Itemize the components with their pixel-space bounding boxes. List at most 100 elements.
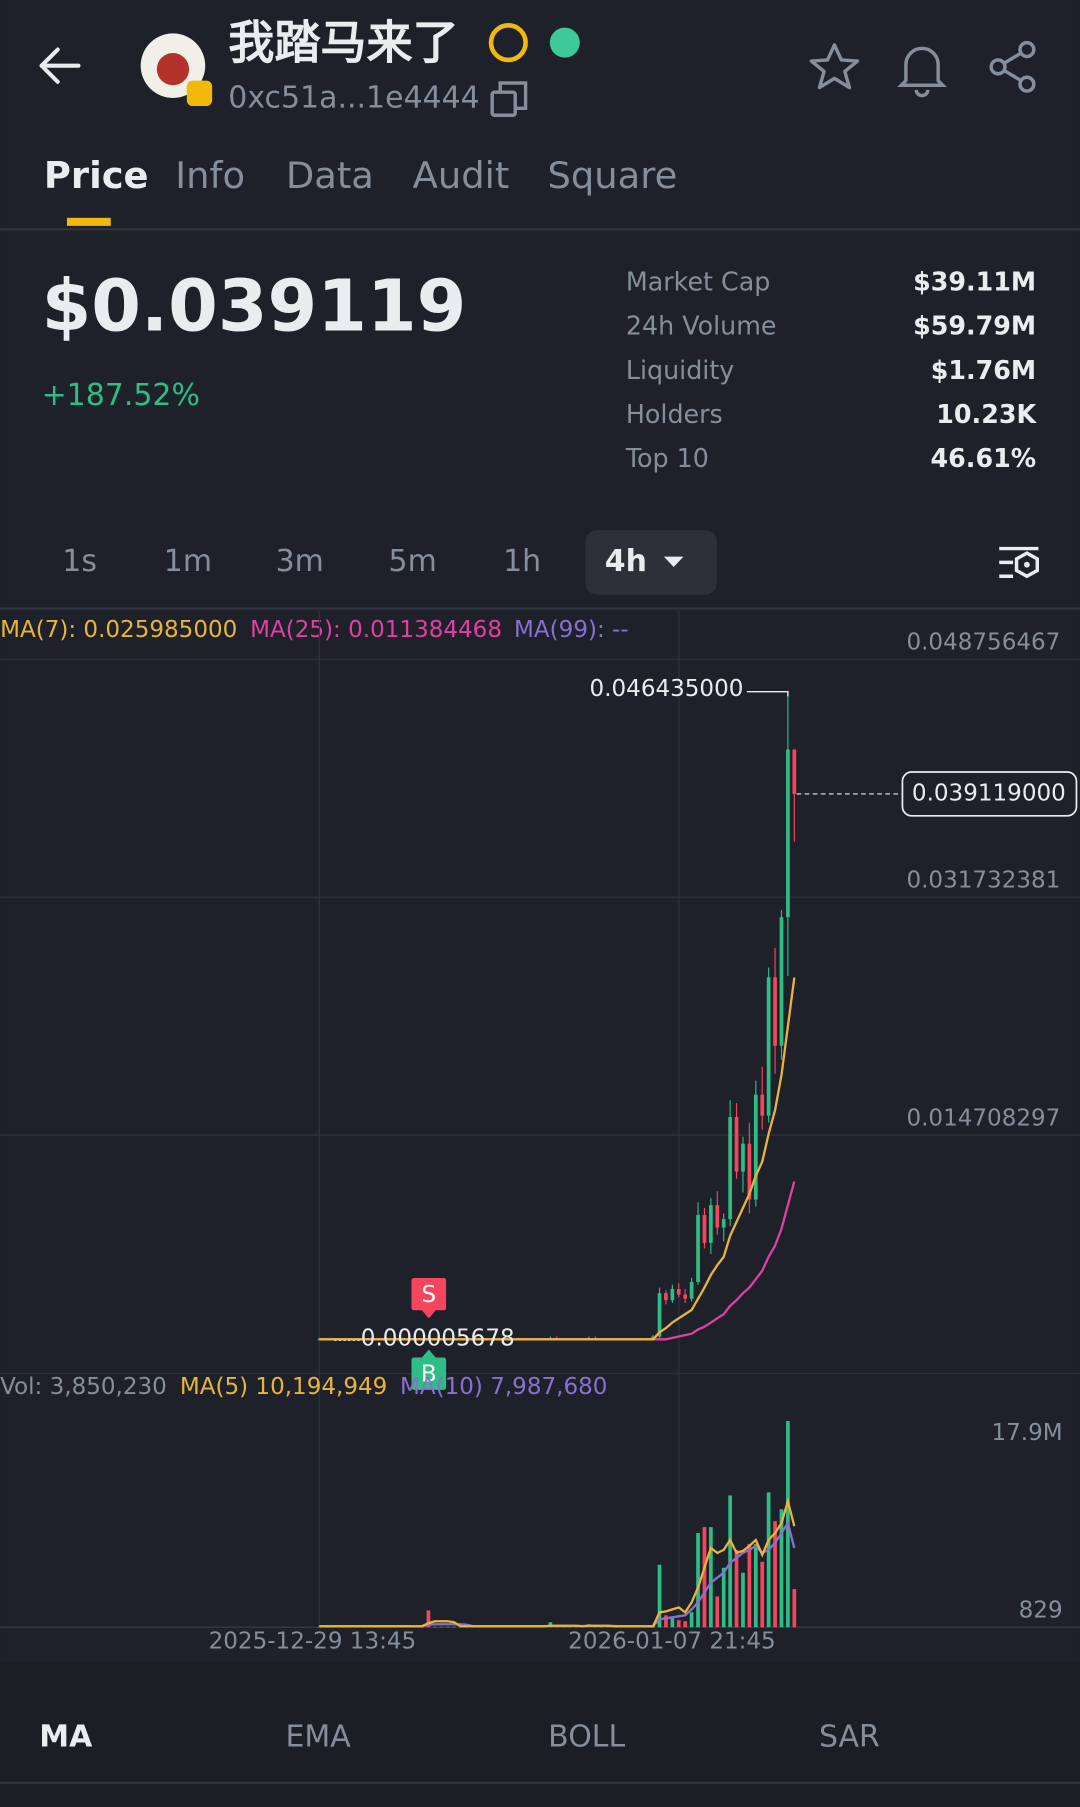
- stat-label: Holders: [626, 399, 723, 429]
- candle-body: [766, 977, 771, 1116]
- price: $0.039119: [42, 265, 467, 348]
- tab[interactable]: Audit: [413, 154, 510, 197]
- timeframe[interactable]: 3m: [276, 544, 324, 579]
- sell-marker-label: S: [421, 1282, 436, 1308]
- divider: [0, 228, 1080, 231]
- ma7-line: [319, 977, 796, 1341]
- stat-label: Market Cap: [626, 266, 771, 296]
- volume-bar: [702, 1527, 707, 1628]
- volume-bar: [728, 1495, 732, 1628]
- y-tick-label: 0.048756467: [906, 630, 1060, 656]
- ma7-legend: MA(7): 0.025985000: [0, 617, 237, 643]
- candle-body: [760, 1094, 765, 1116]
- indicator-bar: [0, 1661, 1080, 1807]
- last-price-label: 0.039119000: [912, 780, 1066, 806]
- avatar: [140, 33, 213, 107]
- tab[interactable]: Square: [547, 154, 677, 197]
- candle-body: [709, 1205, 713, 1243]
- x-tick-label: 2026-01-07 21:45: [568, 1629, 776, 1655]
- stat-value: $59.79M: [913, 311, 1036, 341]
- contract-address: 0xc51a...1e4444: [228, 81, 479, 116]
- volume-bar: [696, 1533, 700, 1628]
- volume-bar: [657, 1564, 662, 1628]
- volume-bar: [721, 1567, 726, 1628]
- vol-tick-label: 829: [1019, 1598, 1063, 1624]
- candle-body: [664, 1293, 668, 1301]
- timeframes: 1s 1m 3m 5m 1h 4h: [62, 544, 647, 579]
- tab-indicator: [66, 217, 111, 226]
- volume-bar: [741, 1572, 745, 1628]
- buy-marker-label: B: [421, 1361, 437, 1387]
- candle-body: [728, 1117, 732, 1220]
- indicator-tab[interactable]: EMA: [286, 1719, 352, 1754]
- timeframe[interactable]: 1m: [164, 544, 212, 579]
- stat-label: Liquidity: [626, 355, 734, 385]
- indicator-tab[interactable]: SAR: [819, 1719, 880, 1754]
- tab[interactable]: Info: [175, 154, 245, 197]
- tab[interactable]: Data: [286, 154, 374, 197]
- candle-body: [657, 1293, 662, 1337]
- price-chart: 0.048756467 0.031732381 0.014708297 17.9M 82…: [0, 630, 1080, 1628]
- candle-body: [676, 1288, 681, 1295]
- candle-body: [786, 749, 790, 918]
- vol-tick-label: 17.9M: [991, 1420, 1062, 1446]
- candle-body: [741, 1143, 745, 1172]
- candle-body: [702, 1214, 707, 1243]
- vol-legend: Vol: 3,850,230: [0, 1374, 167, 1400]
- stats: Market Cap $39.11M 24h Volume $59.79M Liquid…: [625, 266, 1038, 473]
- share-button[interactable]: [989, 40, 1036, 93]
- volume-bar: [452, 1626, 456, 1628]
- price-change: +187.52%: [42, 378, 200, 413]
- timeframe[interactable]: 1s: [62, 544, 97, 579]
- back-button[interactable]: [39, 47, 81, 84]
- volume-bar: [426, 1610, 431, 1628]
- last-price-box: [901, 771, 1078, 817]
- timeframe[interactable]: 5m: [389, 544, 437, 579]
- vol-ma5-line: [319, 1496, 796, 1628]
- timeframe[interactable]: 4h: [605, 544, 647, 579]
- volume-bar: [747, 1543, 752, 1628]
- volume-bar: [709, 1527, 713, 1628]
- candle-body: [696, 1214, 700, 1282]
- high-pointer: [746, 690, 789, 697]
- volume-bar: [734, 1549, 739, 1628]
- indicator-tab[interactable]: BOLL: [548, 1719, 625, 1754]
- timeframe[interactable]: 1h: [503, 544, 541, 579]
- candle-body: [779, 917, 784, 1046]
- badge-icons: [488, 23, 580, 63]
- chart-settings[interactable]: [999, 546, 1039, 579]
- volume-bar: [689, 1612, 694, 1628]
- candle-body: [747, 1143, 752, 1200]
- volume-bar: [683, 1621, 688, 1628]
- candle-body: [670, 1288, 675, 1301]
- copy-button[interactable]: [490, 81, 528, 117]
- tab[interactable]: Price: [44, 154, 149, 197]
- volume-bar: [439, 1626, 444, 1628]
- volume-bar: [433, 1626, 437, 1628]
- stat-label: 24h Volume: [626, 311, 777, 341]
- volume-bar: [760, 1561, 765, 1628]
- candle-body: [715, 1205, 720, 1228]
- volume-bar: [792, 1589, 797, 1628]
- alert-button[interactable]: [897, 46, 947, 98]
- high-label: 0.046435000: [590, 676, 744, 702]
- x-tick-label: 2025-12-29 13:45: [209, 1629, 417, 1655]
- volume-bar: [664, 1615, 668, 1628]
- dropdown-caret[interactable]: [663, 556, 684, 567]
- volume-bar: [779, 1509, 784, 1628]
- buy-marker: [411, 1349, 447, 1390]
- stat-label: Top 10: [625, 443, 709, 473]
- timeframe-selected-bg: [585, 530, 717, 595]
- sell-marker: [411, 1278, 447, 1319]
- volume-bar: [773, 1521, 777, 1628]
- favorite-button[interactable]: [809, 43, 860, 90]
- vol-ma10-legend: MA(10) 7,987,680: [400, 1374, 607, 1400]
- y-tick-label: 0.031732381: [906, 868, 1060, 894]
- volume-bar: [715, 1596, 720, 1628]
- ma99-legend: MA(99): --: [514, 617, 629, 643]
- candle-body: [721, 1219, 726, 1228]
- candle-body: [753, 1094, 758, 1200]
- indicator-tab[interactable]: MA: [39, 1719, 93, 1754]
